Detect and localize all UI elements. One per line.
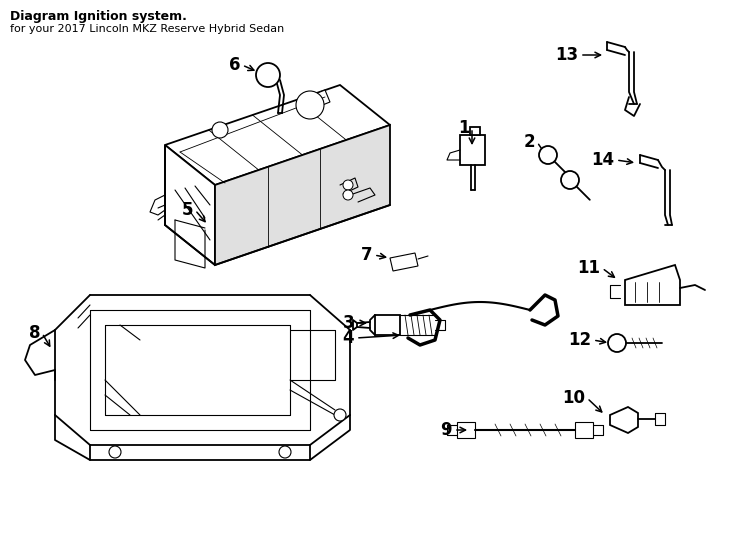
Text: 11: 11 <box>577 259 600 277</box>
Polygon shape <box>575 422 593 438</box>
Circle shape <box>296 91 324 119</box>
Text: 3: 3 <box>342 314 354 332</box>
Circle shape <box>212 122 228 138</box>
Text: 6: 6 <box>228 56 240 74</box>
Text: 2: 2 <box>523 133 535 151</box>
Polygon shape <box>610 407 638 433</box>
Polygon shape <box>460 135 485 165</box>
Polygon shape <box>165 85 390 185</box>
Polygon shape <box>457 422 475 438</box>
Circle shape <box>334 409 346 421</box>
Circle shape <box>561 171 579 189</box>
Polygon shape <box>375 315 400 335</box>
Text: 8: 8 <box>29 324 40 342</box>
Text: 13: 13 <box>555 46 578 64</box>
Circle shape <box>539 146 557 164</box>
Text: 1: 1 <box>459 119 470 137</box>
Polygon shape <box>305 90 330 110</box>
Polygon shape <box>470 127 480 135</box>
Polygon shape <box>165 145 215 265</box>
Text: 9: 9 <box>440 421 452 439</box>
Circle shape <box>256 63 280 87</box>
Polygon shape <box>625 265 680 305</box>
Text: 14: 14 <box>591 151 614 169</box>
Circle shape <box>343 190 353 200</box>
Text: 10: 10 <box>562 389 585 407</box>
Text: 7: 7 <box>360 246 372 264</box>
Circle shape <box>279 446 291 458</box>
Circle shape <box>109 446 121 458</box>
Circle shape <box>343 180 353 190</box>
Polygon shape <box>215 125 390 265</box>
Circle shape <box>608 334 626 352</box>
Text: for your 2017 Lincoln MKZ Reserve Hybrid Sedan: for your 2017 Lincoln MKZ Reserve Hybrid… <box>10 24 284 34</box>
Text: 5: 5 <box>181 201 193 219</box>
Text: 12: 12 <box>568 331 591 349</box>
Text: Diagram Ignition system.: Diagram Ignition system. <box>10 10 187 23</box>
Polygon shape <box>390 253 418 271</box>
Text: 4: 4 <box>342 329 354 347</box>
